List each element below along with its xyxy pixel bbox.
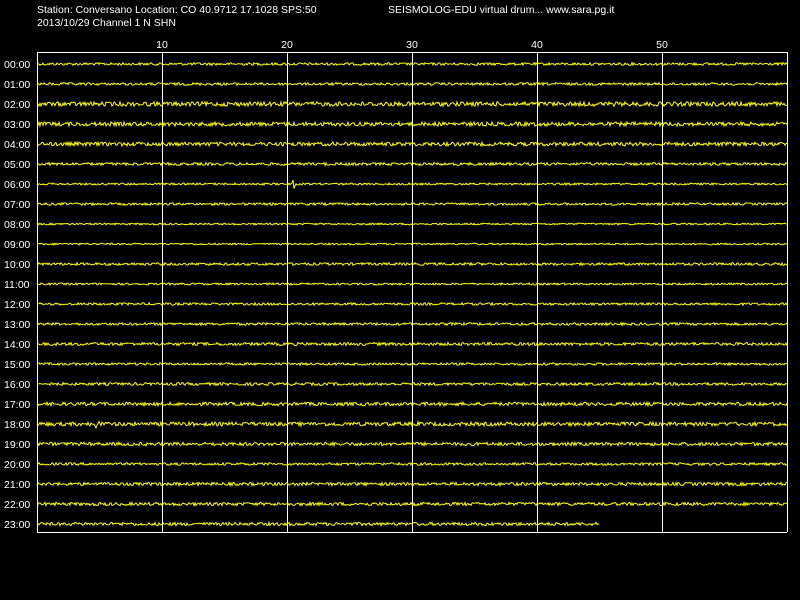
trace-0200 (36, 99, 788, 108)
trace-layer (36, 61, 788, 527)
x-tick-label: 30 (406, 39, 418, 51)
row-label: 14:00 (4, 339, 30, 351)
row-label: 11:00 (4, 279, 30, 291)
row-label: 13:00 (4, 319, 30, 331)
trace-0700 (36, 201, 788, 207)
row-label: 15:00 (4, 359, 30, 371)
row-label: 20:00 (4, 459, 30, 471)
row-label: 03:00 (4, 119, 30, 131)
row-label: 04:00 (4, 139, 30, 151)
trace-1700 (36, 400, 788, 408)
row-label: 22:00 (4, 499, 30, 511)
trace-0300 (36, 120, 788, 128)
trace-0400 (37, 140, 788, 148)
label-layer: 10 20 30 40 50 00:00 01:00 02:00 03:00 04:00 05:00… (4, 39, 668, 531)
trace-0900 (36, 242, 788, 246)
trace-0100 (36, 81, 788, 87)
trace-1200 (36, 301, 788, 307)
row-label: 06:00 (4, 179, 30, 191)
grid-layer (162, 52, 663, 532)
trace-0500 (36, 161, 788, 167)
row-label: 00:00 (4, 59, 30, 71)
row-label: 10:00 (4, 259, 30, 271)
trace-1300 (36, 321, 788, 327)
row-label: 16:00 (4, 379, 30, 391)
trace-1500 (36, 361, 788, 367)
date-channel-info: 2013/10/29 Channel 1 N SHN (37, 17, 176, 29)
drum-title: SEISMOLOG-EDU virtual drum... www.sara.p… (388, 4, 615, 16)
station-info: Station: Conversano Location: CO 40.9712… (37, 4, 317, 16)
x-tick-label: 10 (156, 39, 168, 51)
trace-0600 (36, 179, 788, 189)
row-label: 21:00 (4, 479, 30, 491)
row-label: 08:00 (4, 219, 30, 231)
trace-1900 (36, 440, 788, 448)
row-label: 17:00 (4, 399, 30, 411)
trace-0000 (36, 61, 788, 67)
x-tick-label: 40 (531, 39, 543, 51)
trace-1000 (36, 261, 788, 267)
trace-1800 (36, 419, 788, 430)
row-label: 23:00 (4, 519, 30, 531)
trace-1400 (36, 341, 788, 347)
trace-1600 (36, 381, 788, 387)
row-label: 09:00 (4, 239, 30, 251)
trace-2300 (36, 520, 600, 527)
trace-0800 (36, 222, 788, 226)
row-label: 05:00 (4, 159, 30, 171)
row-label: 01:00 (4, 79, 30, 91)
row-label: 18:00 (4, 419, 30, 431)
x-tick-label: 20 (281, 39, 293, 51)
row-label: 07:00 (4, 199, 30, 211)
x-tick-label: 50 (656, 39, 668, 51)
trace-2000 (36, 461, 788, 467)
trace-1100 (36, 282, 788, 287)
row-label: 02:00 (4, 99, 30, 111)
trace-2100 (36, 480, 788, 488)
trace-2200 (36, 500, 788, 508)
row-label: 19:00 (4, 439, 30, 451)
row-label: 12:00 (4, 299, 30, 311)
